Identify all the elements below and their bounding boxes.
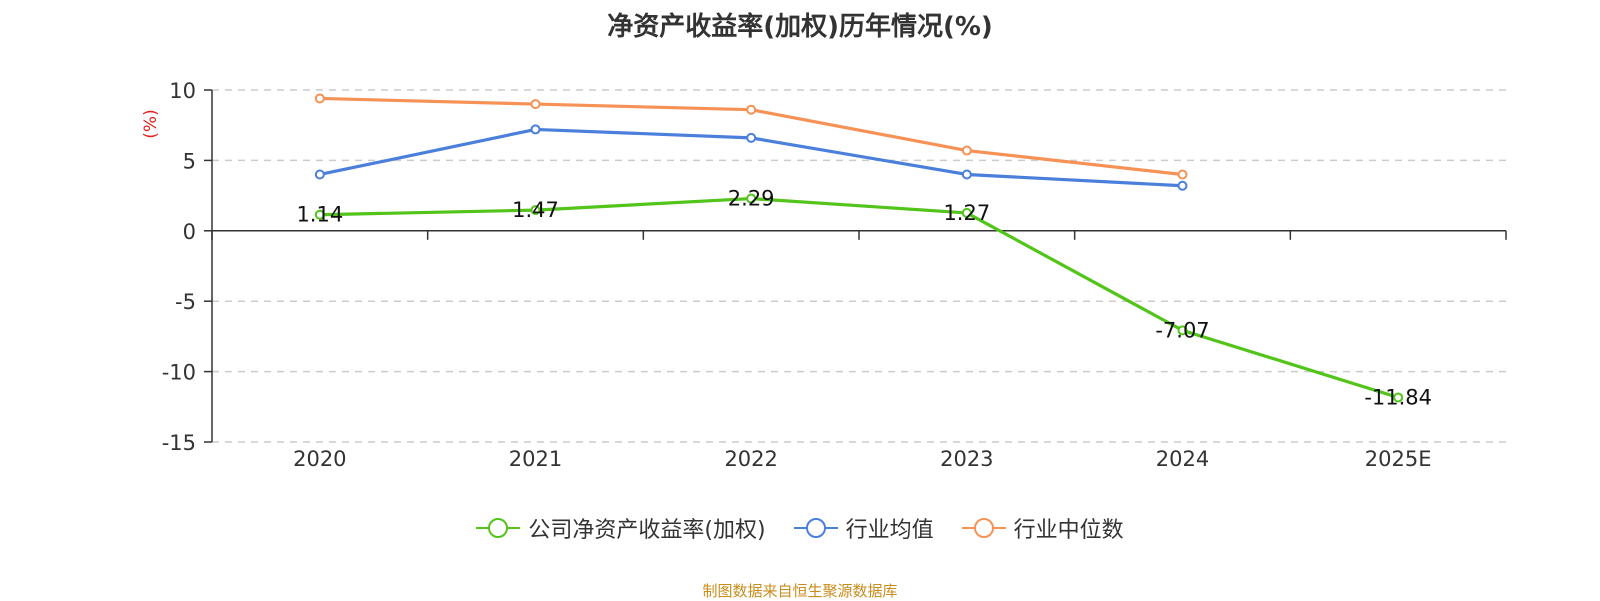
legend-swatch: [476, 518, 521, 538]
grid-lines: [212, 89, 1506, 443]
legend-item[interactable]: 行业均值: [793, 512, 934, 544]
data-point: [314, 93, 325, 104]
x-tick-label: 2021: [509, 447, 562, 471]
y-tick-label: -5: [175, 290, 196, 314]
legend-item[interactable]: 行业中位数: [961, 512, 1124, 544]
data-point: [1177, 169, 1188, 180]
data-point: [1393, 392, 1404, 403]
series-line: [319, 196, 1399, 400]
data-point: [961, 145, 972, 156]
line-chart: 10 5 0 -5 -10 -15 2020 2021 2022 2023 2024 2025E (%)…: [141, 79, 1507, 471]
x-tick-label: 2020: [293, 447, 346, 471]
y-tick-label: 10: [169, 79, 196, 103]
data-label: 1.27: [943, 201, 990, 225]
data-point: [530, 205, 541, 216]
axes: 10 5 0 -5 -10 -15 2020 2021 2022 2023 2024 2025E (%): [141, 79, 1507, 471]
source-note: 制图数据来自恒生聚源数据库: [702, 582, 898, 600]
chart-title: 净资产收益率(加权)历年情况(%): [607, 12, 993, 42]
data-label: 1.47: [512, 198, 559, 222]
data-point: [961, 169, 972, 180]
data-label: -11.84: [1364, 386, 1432, 410]
data-labels: 1.14 1.47 2.29 1.27 -7.07 -11.84: [296, 187, 1432, 410]
data-point: [746, 193, 757, 204]
data-point: [961, 207, 972, 218]
legend-label: 公司净资产收益率(加权): [528, 518, 766, 543]
x-tick-label: 2022: [724, 447, 777, 471]
data-point: [746, 104, 757, 115]
x-tick-label: 2023: [940, 447, 993, 471]
legend-label: 行业均值: [845, 518, 934, 543]
y-tick-label: 0: [183, 220, 196, 244]
data-point: [1177, 325, 1188, 336]
data-label: -7.07: [1155, 318, 1209, 342]
legend-item[interactable]: 公司净资产收益率(加权): [476, 512, 766, 544]
legend: 公司净资产收益率(加权) 行业均值 行业中位数: [0, 512, 1600, 544]
x-tick-label: 2025E: [1365, 447, 1432, 471]
legend-swatch: [961, 518, 1006, 538]
y-tick-label: -15: [162, 431, 196, 455]
data-point: [314, 209, 325, 220]
data-label: 2.29: [728, 187, 775, 211]
data-point: [530, 99, 541, 110]
data-point: [530, 124, 541, 135]
y-axis-label: (%): [141, 109, 161, 138]
data-label: 1.14: [296, 203, 343, 227]
x-tick-label: 2024: [1156, 447, 1209, 471]
legend-label: 行业中位数: [1013, 518, 1124, 543]
y-tick-label: -10: [162, 361, 196, 385]
legend-swatch: [793, 518, 838, 538]
data-point: [314, 169, 325, 180]
data-point: [746, 132, 757, 143]
data-point: [1177, 180, 1188, 191]
y-tick-label: 5: [183, 149, 196, 173]
series-layer: [314, 93, 1404, 403]
